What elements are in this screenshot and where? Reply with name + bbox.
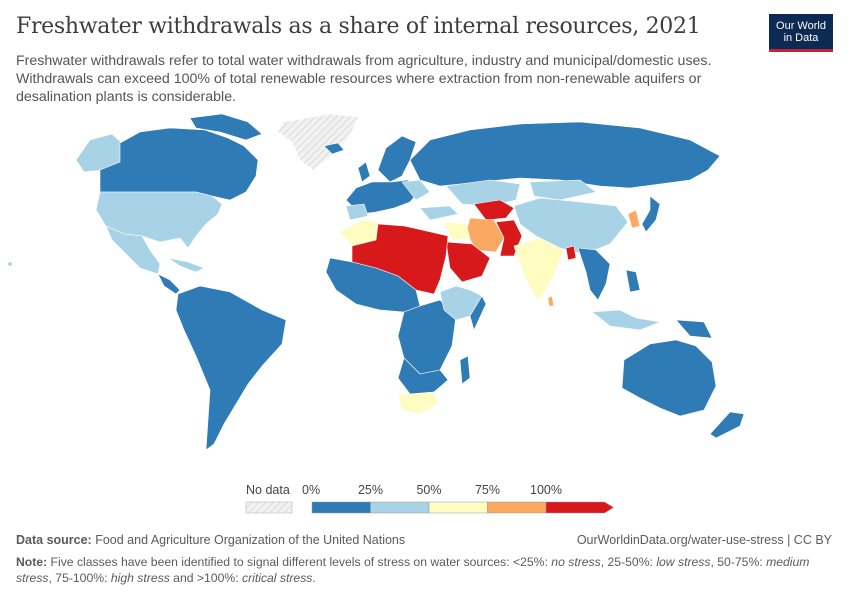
legend-tick-label: 50%: [416, 483, 441, 497]
note-sep: , 75-100%:: [48, 571, 111, 585]
chart-note: Note: Five classes have been identified …: [16, 554, 816, 586]
region-somalia[interactable]: [469, 295, 487, 331]
region-hawaii[interactable]: [7, 261, 13, 267]
region-indonesia[interactable]: [591, 309, 661, 331]
data-source: Data source: Food and Agriculture Organi…: [16, 533, 405, 547]
region-sri-lanka[interactable]: [547, 295, 555, 307]
logo-line-1: Our World: [776, 20, 826, 32]
region-india[interactable]: [513, 237, 565, 301]
note-sep: , 50-75%:: [710, 555, 767, 569]
region-new-zealand[interactable]: [709, 411, 745, 439]
note-text: Five classes have been identified to sig…: [50, 555, 552, 569]
region-scandinavia[interactable]: [377, 135, 417, 183]
note-medium-stress: medium stress: [16, 555, 810, 585]
region-china[interactable]: [513, 197, 629, 255]
note-no-stress: no stress: [551, 555, 601, 569]
source-url[interactable]: OurWorldinData.org/water-use-stress | CC…: [576, 533, 832, 547]
map-legend: No data 0% 25% 50% 75% 100%: [245, 483, 614, 514]
region-papua[interactable]: [675, 319, 713, 339]
world-map[interactable]: [0, 110, 850, 475]
legend-tick-label: 25%: [358, 483, 383, 497]
region-arabian-peninsula[interactable]: [445, 241, 491, 283]
region-central-asia[interactable]: [473, 199, 515, 221]
region-spain[interactable]: [345, 203, 369, 221]
legend-no-data-label: No data: [246, 483, 290, 497]
note-sep: , 25-50%:: [600, 555, 657, 569]
region-central-america[interactable]: [157, 273, 181, 295]
region-australia[interactable]: [621, 339, 717, 417]
region-uk[interactable]: [357, 161, 371, 183]
region-caribbean[interactable]: [167, 257, 205, 273]
note-sep: and >100%:: [169, 571, 242, 585]
data-source-label: Data source:: [16, 533, 92, 547]
legend-tick-label: 0%: [302, 483, 320, 497]
legend-tick-label: 75%: [475, 483, 500, 497]
legend-bin-critical-stress[interactable]: [545, 501, 614, 514]
region-philippines[interactable]: [625, 269, 641, 293]
region-korea[interactable]: [627, 209, 641, 229]
region-south-africa[interactable]: [397, 391, 439, 415]
region-madagascar[interactable]: [459, 355, 471, 385]
note-low-stress: low stress: [656, 555, 711, 569]
note-critical-stress: critical stress: [241, 571, 313, 585]
note-label: Note:: [16, 555, 48, 569]
legend-bin-no-stress[interactable]: [311, 501, 371, 514]
region-eastern-europe[interactable]: [401, 179, 431, 201]
data-source-text[interactable]: Food and Agriculture Organization of the…: [95, 533, 406, 547]
region-greenland[interactable]: [277, 113, 359, 171]
region-southern-africa[interactable]: [397, 357, 449, 395]
note-high-stress: high stress: [110, 571, 170, 585]
chart-title: Freshwater withdrawals as a share of int…: [16, 14, 701, 39]
region-central-africa[interactable]: [397, 299, 457, 375]
region-southeast-asia[interactable]: [577, 247, 611, 301]
legend-tick-label: 100%: [530, 483, 562, 497]
region-russia[interactable]: [409, 121, 721, 189]
region-bangladesh[interactable]: [565, 245, 577, 261]
region-japan[interactable]: [641, 195, 661, 233]
region-turkey[interactable]: [419, 205, 459, 221]
region-levant-iraq[interactable]: [443, 221, 471, 241]
note-end: .: [312, 571, 316, 585]
legend-bin-medium-stress[interactable]: [428, 501, 488, 514]
owid-logo[interactable]: Our World in Data: [769, 14, 833, 52]
legend-bins[interactable]: [311, 501, 614, 514]
legend-bin-low-stress[interactable]: [370, 501, 430, 514]
logo-line-2: in Data: [783, 32, 819, 44]
region-mongolia[interactable]: [529, 179, 597, 201]
region-kazakhstan[interactable]: [445, 179, 521, 207]
region-mexico[interactable]: [105, 225, 161, 275]
chart-subtitle: Freshwater withdrawals refer to total wa…: [16, 53, 712, 105]
region-iceland[interactable]: [323, 142, 345, 155]
region-canada[interactable]: [99, 127, 259, 201]
legend-ticks: 0% 25% 50% 75% 100%: [302, 483, 562, 497]
region-canada-islands[interactable]: [189, 113, 263, 141]
legend-no-data-swatch[interactable]: [245, 501, 293, 514]
legend-bin-high-stress[interactable]: [487, 501, 547, 514]
region-south-america[interactable]: [175, 285, 287, 451]
